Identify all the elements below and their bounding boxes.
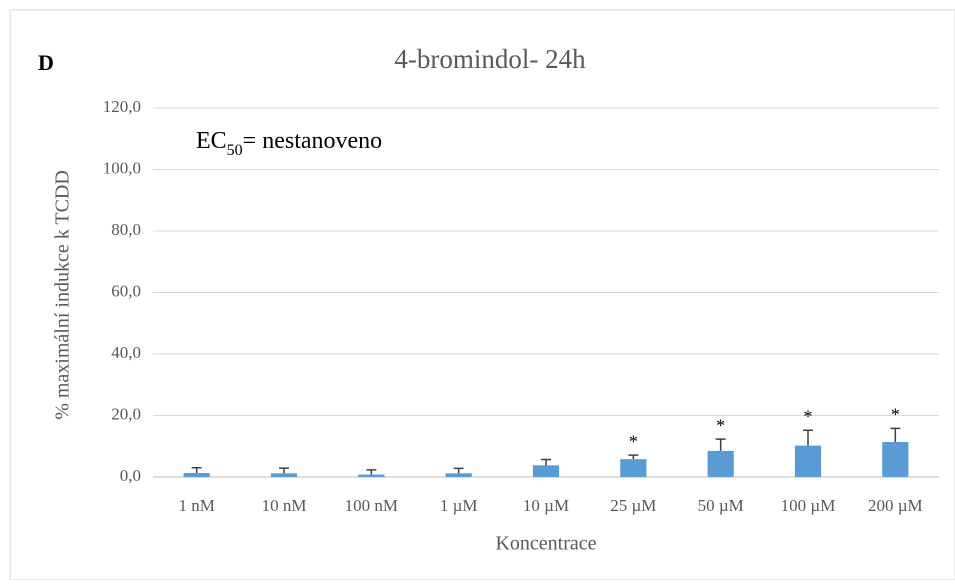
bar: [882, 441, 909, 477]
x-tick-label: 100 µM: [781, 496, 836, 515]
y-tick-label: 80,0: [111, 220, 141, 239]
bar: [445, 473, 472, 477]
x-tick-label: 25 µM: [610, 496, 656, 515]
error-bar: [715, 438, 726, 451]
y-tick-label: 120,0: [103, 97, 141, 116]
annotation-main: EC: [196, 128, 227, 154]
x-tick-label: 10 nM: [262, 496, 307, 515]
x-tick-label: 100 nM: [345, 496, 398, 515]
y-axis-label: % maximální indukce k TCDD: [52, 170, 74, 420]
x-tick-label: 10 µM: [523, 496, 569, 515]
error-bar: [890, 427, 901, 442]
y-tick-label: 60,0: [111, 281, 141, 300]
bar: [183, 473, 210, 477]
error-bar: [191, 467, 202, 474]
y-tick-label: 0,0: [120, 466, 141, 485]
x-tick-label: 1 nM: [178, 496, 214, 515]
y-tick-label: 20,0: [111, 404, 141, 423]
bar: [532, 465, 560, 477]
bar: [358, 474, 385, 477]
y-tick-label: 40,0: [111, 343, 141, 362]
error-bar: [279, 467, 289, 474]
bar: [794, 445, 822, 477]
significance-mark: *: [629, 431, 638, 451]
y-tick-label: 100,0: [103, 158, 141, 177]
annotation-subscript: 50: [227, 142, 243, 159]
x-tick-label: 50 µM: [698, 496, 744, 515]
chart-title: 4-bromindol- 24h: [394, 44, 586, 74]
error-bar: [541, 458, 551, 466]
significance-mark: *: [804, 406, 813, 426]
significance-mark: *: [716, 415, 725, 435]
annotation-rest: = nestanoveno: [243, 128, 383, 154]
x-tick-label: 1 µM: [440, 496, 478, 515]
significance-mark: *: [891, 405, 900, 425]
annotation: EC50= nestanoveno: [196, 128, 382, 159]
error-bar: [366, 469, 377, 475]
x-tick-label: 200 µM: [868, 496, 923, 515]
x-axis-label: Koncentrace: [495, 533, 596, 555]
chart-border: [9, 9, 955, 581]
bar: [707, 450, 734, 477]
error-bar: [628, 454, 639, 460]
error-bar: [803, 429, 813, 446]
error-bar: [453, 467, 464, 474]
bar: [620, 459, 647, 477]
panel-label: D: [38, 50, 54, 75]
bar: [270, 473, 298, 477]
